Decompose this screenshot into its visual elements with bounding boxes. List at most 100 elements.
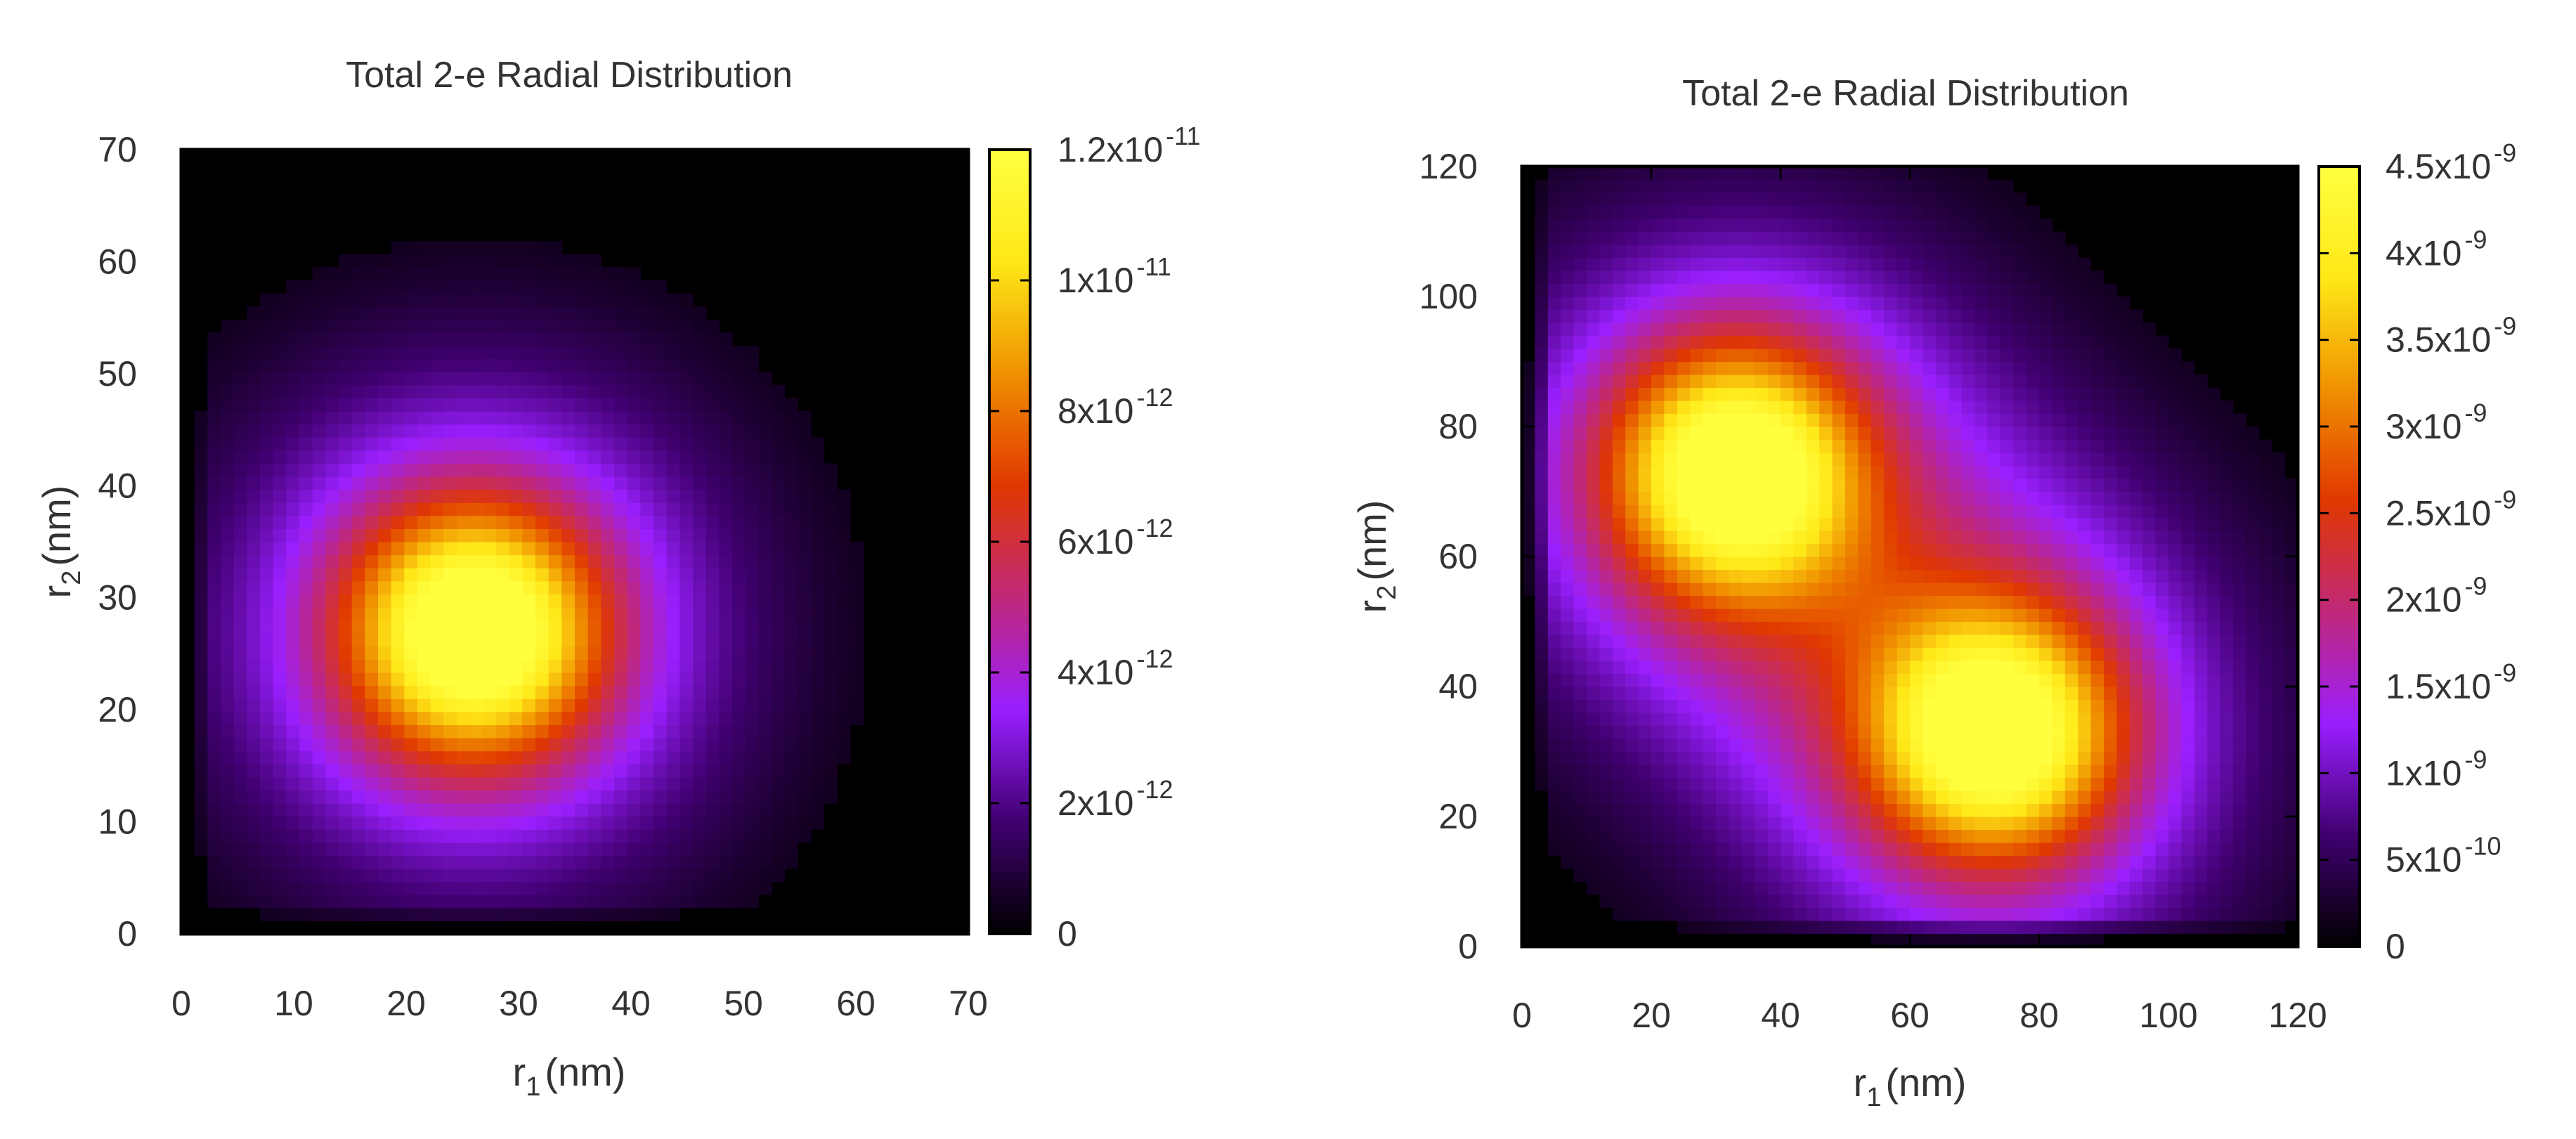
heatmap-cell bbox=[1793, 557, 1807, 571]
heatmap-cell bbox=[1949, 465, 1963, 479]
heatmap-cell bbox=[2233, 673, 2246, 687]
heatmap-cell bbox=[496, 776, 510, 790]
heatmap-cell bbox=[1716, 479, 1729, 493]
heatmap-cell bbox=[509, 829, 523, 843]
heatmap-cell bbox=[535, 384, 549, 398]
heatmap-cell bbox=[1535, 686, 1549, 701]
heatmap-cell bbox=[548, 528, 562, 542]
heatmap-cell bbox=[2207, 894, 2221, 909]
heatmap-cell bbox=[1897, 401, 1911, 415]
heatmap-cell bbox=[2129, 699, 2143, 713]
heatmap-cell bbox=[1638, 479, 1652, 493]
heatmap-cell bbox=[2233, 465, 2246, 479]
heatmap-cell bbox=[1975, 660, 1988, 675]
heatmap-cell bbox=[417, 685, 431, 699]
heatmap-cell bbox=[378, 607, 392, 621]
heatmap-cell bbox=[1599, 842, 1613, 857]
heatmap-cell bbox=[378, 894, 392, 909]
heatmap-cell bbox=[1832, 751, 1846, 765]
heatmap-cell bbox=[627, 594, 641, 608]
heatmap-cell bbox=[587, 384, 601, 398]
heatmap-cell bbox=[784, 424, 798, 438]
heatmap-cell bbox=[1677, 829, 1691, 843]
heatmap-cell bbox=[1638, 387, 1652, 401]
heatmap-cell bbox=[1793, 881, 1807, 895]
heatmap-cell bbox=[1858, 764, 1872, 779]
heatmap-cell bbox=[207, 724, 221, 738]
heatmap-cell bbox=[221, 372, 235, 386]
heatmap-cell bbox=[1781, 894, 1794, 909]
heatmap-cell bbox=[469, 554, 483, 568]
heatmap-cell bbox=[1547, 712, 1561, 727]
heatmap-cell bbox=[561, 750, 575, 764]
heatmap-cell bbox=[601, 803, 615, 817]
heatmap-cell bbox=[1845, 803, 1859, 817]
heatmap-cell bbox=[2155, 920, 2169, 935]
heatmap-cell bbox=[784, 764, 798, 778]
heatmap-cell bbox=[1664, 829, 1678, 843]
heatmap-cell bbox=[391, 241, 405, 255]
heatmap-cell bbox=[2194, 790, 2208, 805]
heatmap-cell bbox=[1987, 855, 2001, 869]
heatmap-cell bbox=[2246, 894, 2260, 909]
heatmap-cell bbox=[2142, 582, 2157, 597]
heatmap-cell bbox=[1961, 920, 1975, 935]
heatmap-cell bbox=[1781, 479, 1794, 493]
heatmap-cell bbox=[1755, 413, 1769, 427]
heatmap-cell bbox=[247, 894, 261, 909]
heatmap-cell bbox=[443, 776, 457, 790]
heatmap-cell bbox=[260, 607, 274, 621]
heatmap-cell bbox=[1651, 894, 1665, 909]
heatmap-cell bbox=[1741, 595, 1755, 609]
heatmap-cell bbox=[2129, 361, 2143, 375]
heatmap-cell bbox=[1651, 439, 1665, 453]
heatmap-cell bbox=[1975, 531, 1988, 545]
heatmap-cell bbox=[2168, 712, 2182, 727]
heatmap-cell bbox=[522, 776, 536, 790]
heatmap-cell bbox=[627, 280, 641, 294]
heatmap-cell bbox=[1767, 868, 1781, 883]
heatmap-cell bbox=[247, 424, 261, 438]
heatmap-cell bbox=[351, 463, 365, 477]
heatmap-cell bbox=[2116, 595, 2131, 609]
heatmap-cell bbox=[575, 346, 589, 360]
heatmap-cell bbox=[1741, 505, 1755, 519]
heatmap-cell bbox=[1935, 764, 1949, 779]
heatmap-cell bbox=[522, 542, 536, 556]
heatmap-cell bbox=[745, 894, 759, 909]
heatmap-cell bbox=[1884, 505, 1898, 519]
heatmap-cell bbox=[1975, 920, 1988, 935]
heatmap-cell bbox=[1599, 531, 1613, 545]
heatmap-cell bbox=[286, 907, 300, 921]
heatmap-cell bbox=[1729, 920, 1743, 935]
heatmap-cell bbox=[798, 698, 812, 712]
heatmap-cell bbox=[627, 398, 641, 412]
heatmap-cell bbox=[1625, 413, 1639, 427]
heatmap-cell bbox=[1910, 491, 1923, 505]
heatmap-cell bbox=[2129, 868, 2143, 883]
heatmap-cell bbox=[2116, 881, 2131, 895]
heatmap-cell bbox=[2104, 543, 2117, 557]
heatmap-cell bbox=[1858, 465, 1872, 479]
heatmap-cell bbox=[2181, 777, 2195, 791]
heatmap-cell bbox=[1897, 491, 1911, 505]
heatmap-cell bbox=[430, 502, 444, 516]
heatmap-cell bbox=[2155, 621, 2169, 635]
heatmap-cell bbox=[1935, 505, 1949, 519]
heatmap-cell bbox=[614, 489, 628, 503]
heatmap-cell bbox=[2284, 855, 2298, 869]
heatmap-cell bbox=[2013, 413, 2027, 427]
heatmap-cell bbox=[430, 241, 444, 255]
heatmap-cell bbox=[457, 907, 471, 921]
heatmap-cell bbox=[273, 332, 287, 346]
heatmap-cell bbox=[1677, 621, 1691, 635]
heatmap-cell bbox=[365, 450, 379, 464]
heatmap-cell bbox=[2026, 569, 2040, 583]
heatmap-cell bbox=[2000, 453, 2014, 467]
heatmap-cell bbox=[1949, 517, 1963, 531]
heatmap-cell bbox=[2258, 816, 2272, 831]
heatmap-cell bbox=[2064, 725, 2079, 739]
heatmap-cell bbox=[2142, 634, 2157, 649]
heatmap-cell bbox=[1587, 557, 1600, 571]
heatmap-cell bbox=[2129, 517, 2143, 531]
